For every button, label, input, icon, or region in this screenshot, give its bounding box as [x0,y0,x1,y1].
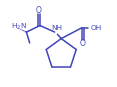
Text: O: O [80,39,86,48]
Text: O: O [36,6,42,15]
Text: $\mathregular{H_2N}$: $\mathregular{H_2N}$ [11,22,27,32]
Text: NH: NH [51,25,62,31]
Text: OH: OH [91,25,102,31]
